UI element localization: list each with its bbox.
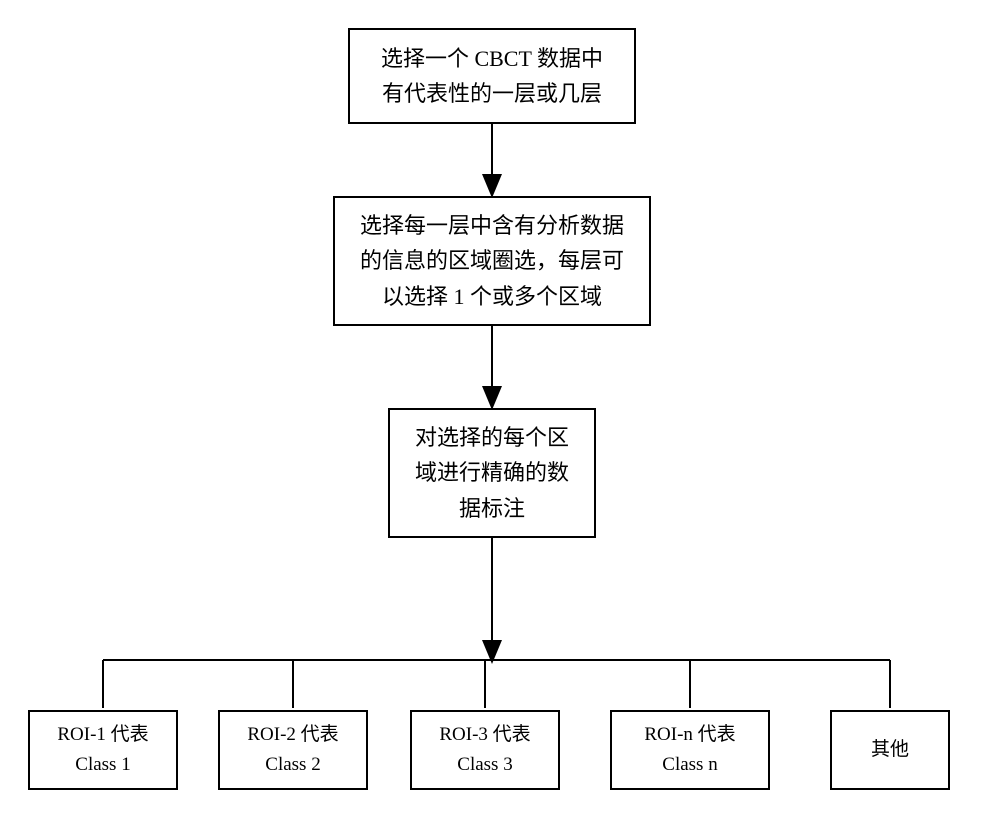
roi-other-text: 其他 [871,735,909,765]
roi-other: 其他 [830,710,950,790]
flow-step-1-text: 选择一个 CBCT 数据中有代表性的一层或几层 [381,41,603,111]
roi-class-3-text: ROI-3 代表Class 3 [439,720,530,781]
roi-class-1: ROI-1 代表Class 1 [28,710,178,790]
roi-class-2-text: ROI-2 代表Class 2 [247,720,338,781]
flow-step-3-text: 对选择的每个区域进行精确的数据标注 [415,420,569,526]
roi-class-n: ROI-n 代表Class n [610,710,770,790]
roi-class-2: ROI-2 代表Class 2 [218,710,368,790]
roi-class-3: ROI-3 代表Class 3 [410,710,560,790]
roi-class-1-text: ROI-1 代表Class 1 [57,720,148,781]
flow-step-3: 对选择的每个区域进行精确的数据标注 [388,408,596,538]
flow-step-1: 选择一个 CBCT 数据中有代表性的一层或几层 [348,28,636,124]
flow-step-2: 选择每一层中含有分析数据的信息的区域圈选，每层可以选择 1 个或多个区域 [333,196,651,326]
flow-step-2-text: 选择每一层中含有分析数据的信息的区域圈选，每层可以选择 1 个或多个区域 [360,208,624,314]
roi-class-n-text: ROI-n 代表Class n [644,720,735,781]
